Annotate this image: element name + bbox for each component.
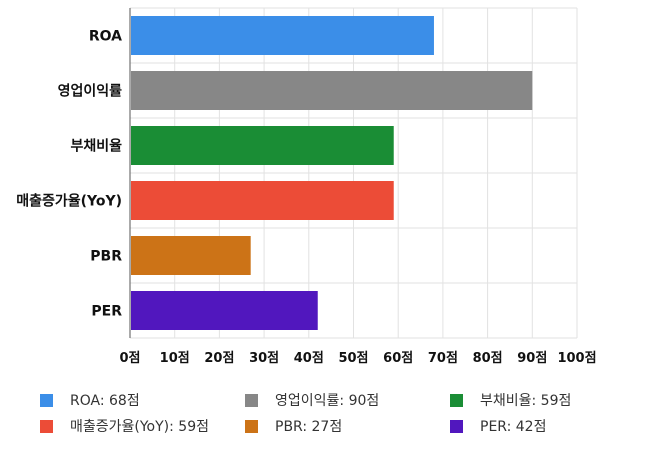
x-tick-label: 40점 (294, 351, 324, 366)
legend-swatch (450, 393, 463, 407)
x-tick-label: 60점 (383, 351, 413, 366)
category-label: 매출증가율(YoY) (16, 193, 122, 210)
category-label: ROA (89, 29, 122, 45)
legend-swatch (40, 393, 53, 407)
bar (131, 126, 394, 165)
legend-item-per: PER: 42점 (450, 416, 546, 436)
legend-swatch (245, 419, 258, 433)
grid-lines (129, 7, 578, 339)
x-tick-label: 20점 (204, 351, 234, 366)
category-label: PER (91, 304, 122, 320)
bar (131, 71, 533, 110)
legend-label: 매출증가율(YoY): 59점 (70, 419, 209, 435)
category-label: PBR (90, 249, 122, 265)
bars (131, 16, 533, 330)
x-tick-label: 10점 (160, 351, 190, 366)
legend-label: ROA: 68점 (70, 393, 140, 409)
x-tick-labels: 0점 10점 20점 30점 40점 50점 60점 70점 80점 90점 100점 (119, 351, 596, 366)
category-label: 부채비율 (70, 138, 122, 155)
legend-item-roa: ROA: 68점 (40, 390, 140, 410)
legend-item-operating-margin: 영업이익률: 90점 (245, 390, 379, 410)
legend-label: 부채비율: 59점 (480, 393, 572, 409)
x-tick-label: 90점 (517, 351, 547, 366)
x-tick-label: 100점 (557, 351, 596, 366)
legend-item-debt-ratio: 부채비율: 59점 (450, 390, 571, 410)
legend-swatch (450, 419, 463, 433)
x-tick-label: 70점 (428, 351, 458, 366)
legend-label: PER: 42점 (480, 419, 547, 435)
bar (131, 16, 434, 55)
x-tick-label: 50점 (338, 351, 368, 366)
category-label: 영업이익률 (58, 83, 123, 100)
x-tick-label: 30점 (249, 351, 279, 366)
legend-label: PBR: 27점 (275, 419, 343, 435)
bar (131, 236, 251, 275)
bar (131, 181, 394, 220)
x-tick-label: 80점 (473, 351, 503, 366)
legend-swatch (245, 393, 258, 407)
legend-item-pbr: PBR: 27점 (245, 416, 342, 436)
x-tick-label: 0점 (119, 351, 140, 366)
legend-label: 영업이익률: 90점 (275, 393, 380, 409)
legend-swatch (40, 419, 53, 433)
legend-item-sales-growth: 매출증가율(YoY): 59점 (40, 416, 209, 436)
bar (131, 291, 318, 330)
